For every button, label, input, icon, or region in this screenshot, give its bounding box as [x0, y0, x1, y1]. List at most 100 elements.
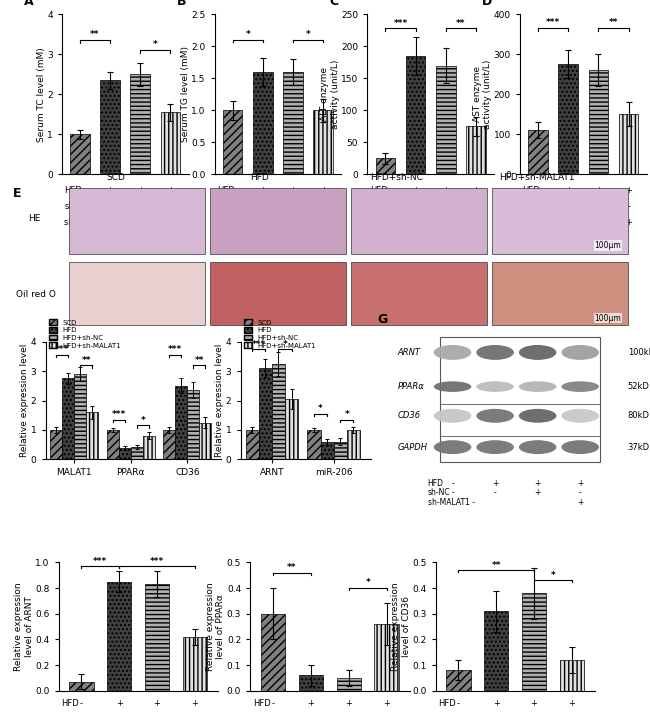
Bar — [187, 390, 200, 459]
Bar — [69, 681, 94, 691]
Text: C: C — [329, 0, 339, 8]
Text: -: - — [494, 488, 497, 498]
Text: HFD: HFD — [523, 186, 540, 195]
Text: HFD: HFD — [428, 479, 443, 488]
Ellipse shape — [434, 345, 471, 360]
Text: -: - — [384, 202, 387, 211]
Text: -: - — [537, 202, 540, 211]
Text: +: + — [442, 186, 449, 195]
Text: -: - — [231, 186, 234, 195]
Text: 80kD: 80kD — [628, 412, 650, 420]
Ellipse shape — [562, 345, 599, 360]
Text: ***: *** — [112, 410, 126, 419]
Bar — [492, 188, 629, 253]
Bar — [558, 64, 578, 174]
Bar — [528, 130, 548, 174]
Text: HE: HE — [29, 214, 41, 223]
Text: **: ** — [194, 356, 204, 365]
Text: ***: *** — [546, 19, 560, 28]
Bar — [143, 436, 155, 459]
Text: +: + — [345, 699, 352, 708]
Text: -: - — [384, 186, 387, 195]
Bar — [374, 624, 399, 691]
Text: +: + — [136, 186, 144, 195]
Text: B: B — [176, 0, 186, 8]
Ellipse shape — [519, 440, 556, 454]
Text: *: * — [344, 410, 349, 419]
Bar — [253, 72, 272, 174]
Text: -: - — [79, 186, 81, 195]
Text: -: - — [261, 202, 265, 211]
Bar — [440, 337, 600, 462]
Text: -: - — [457, 699, 460, 708]
Bar — [69, 263, 205, 325]
Text: +: + — [492, 479, 499, 488]
Bar — [176, 386, 187, 459]
Bar — [210, 188, 346, 253]
Bar — [100, 80, 120, 174]
Text: +: + — [167, 218, 174, 227]
Text: **: ** — [491, 560, 501, 570]
Text: +: + — [534, 488, 541, 498]
Text: +: + — [595, 186, 602, 195]
Text: 52kD: 52kD — [628, 382, 649, 391]
Text: 100kD: 100kD — [628, 348, 650, 357]
Text: +: + — [153, 699, 161, 708]
Bar — [376, 158, 395, 174]
Text: 100μm: 100μm — [595, 313, 621, 323]
Text: +: + — [577, 479, 584, 488]
Text: sh-MALAT1 -: sh-MALAT1 - — [428, 498, 474, 507]
Bar — [320, 441, 333, 459]
Text: +: + — [116, 699, 123, 708]
Text: HFD: HFD — [62, 699, 79, 708]
Text: ***: *** — [93, 557, 107, 565]
Text: +: + — [530, 699, 538, 708]
Bar — [484, 611, 508, 691]
Text: HFD: HFD — [64, 186, 82, 195]
Text: +: + — [625, 218, 632, 227]
Text: +: + — [577, 498, 584, 507]
Bar — [86, 412, 98, 459]
Text: +: + — [473, 218, 479, 227]
Text: +: + — [136, 202, 144, 211]
Text: sh-NC: sh-NC — [523, 202, 547, 211]
Bar — [145, 585, 170, 691]
Text: **: ** — [90, 31, 99, 39]
Bar — [131, 447, 143, 459]
Bar — [183, 637, 207, 691]
Bar — [261, 614, 285, 691]
Text: -: - — [231, 202, 234, 211]
Text: ***: *** — [252, 340, 266, 348]
Text: +: + — [259, 186, 266, 195]
Text: sh-NC: sh-NC — [370, 202, 395, 211]
Ellipse shape — [519, 409, 556, 423]
Text: +: + — [442, 202, 449, 211]
Bar — [131, 74, 150, 174]
Text: **: ** — [287, 563, 296, 572]
Text: +: + — [307, 699, 315, 708]
Bar — [522, 593, 547, 691]
Legend: SCD, HFD, HFD+sh-NC, HFD+sh-MALAT1: SCD, HFD, HFD+sh-NC, HFD+sh-MALAT1 — [244, 320, 317, 349]
Ellipse shape — [434, 409, 471, 423]
Ellipse shape — [434, 440, 471, 454]
Text: +: + — [320, 218, 326, 227]
Bar — [200, 422, 211, 459]
Text: -: - — [474, 202, 477, 211]
Text: sh-MALAT1 -: sh-MALAT1 - — [523, 218, 574, 227]
Y-axis label: Serum TG level (mM): Serum TG level (mM) — [181, 46, 190, 142]
Text: HFD: HFD — [439, 699, 456, 708]
Text: sh-NC: sh-NC — [64, 202, 89, 211]
Bar — [74, 374, 86, 459]
Text: +: + — [167, 186, 174, 195]
Bar — [223, 110, 242, 174]
Text: ***: *** — [55, 345, 70, 355]
Bar — [272, 364, 285, 459]
Bar — [246, 430, 259, 459]
Text: D: D — [482, 0, 492, 8]
Text: A: A — [23, 0, 33, 8]
Bar — [259, 368, 272, 459]
Legend: SCD, HFD, HFD+sh-NC, HFD+sh-MALAT1: SCD, HFD, HFD+sh-NC, HFD+sh-MALAT1 — [49, 320, 122, 349]
Text: -: - — [322, 202, 324, 211]
Text: +: + — [569, 699, 575, 708]
Text: -: - — [627, 202, 630, 211]
